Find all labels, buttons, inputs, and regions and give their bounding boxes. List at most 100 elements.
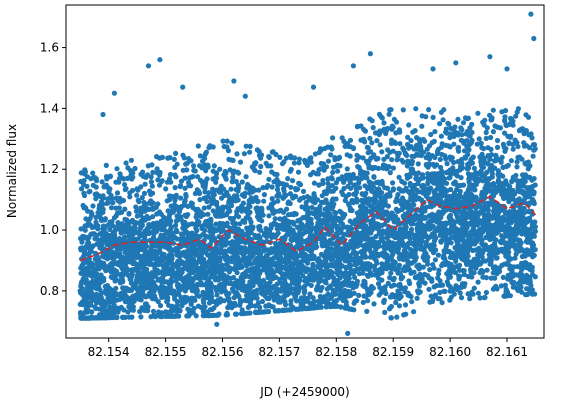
data-point	[350, 250, 356, 256]
data-point	[409, 299, 415, 305]
data-point	[274, 186, 281, 193]
data-point	[525, 166, 531, 172]
data-point	[81, 192, 88, 199]
data-point	[378, 114, 384, 120]
data-point	[452, 245, 458, 251]
data-point	[109, 234, 115, 240]
data-point	[206, 300, 213, 306]
data-point	[494, 144, 501, 150]
data-point	[311, 299, 317, 305]
data-point	[483, 234, 489, 241]
data-point	[517, 154, 523, 160]
data-point	[431, 265, 437, 271]
data-point	[464, 166, 470, 172]
data-point	[126, 314, 132, 320]
data-point	[503, 210, 509, 216]
data-point	[296, 180, 302, 186]
data-point	[209, 259, 215, 265]
data-point	[155, 201, 161, 207]
data-point	[288, 298, 294, 304]
data-point	[290, 195, 296, 201]
data-point	[195, 174, 201, 180]
data-point	[464, 138, 470, 144]
data-point	[379, 236, 385, 242]
data-point	[396, 127, 402, 133]
data-point	[442, 288, 448, 294]
data-point	[310, 269, 316, 275]
data-point	[346, 191, 352, 198]
data-point	[100, 253, 106, 259]
data-point	[330, 270, 336, 276]
data-point	[502, 117, 508, 123]
data-point	[101, 310, 107, 316]
data-point	[231, 283, 237, 289]
data-point	[508, 158, 514, 164]
data-point	[437, 289, 443, 296]
data-point	[132, 260, 138, 266]
data-point	[136, 199, 142, 205]
data-point	[519, 190, 526, 196]
data-point	[343, 252, 349, 258]
data-point	[94, 261, 100, 267]
data-point	[219, 207, 226, 213]
data-point	[143, 304, 149, 310]
data-point	[437, 296, 443, 302]
data-point	[102, 303, 108, 309]
data-point	[310, 295, 316, 301]
data-point	[175, 306, 181, 312]
data-point	[365, 298, 371, 304]
data-point	[317, 203, 323, 209]
data-point	[277, 180, 283, 187]
data-point	[256, 250, 262, 257]
data-point	[513, 251, 519, 257]
data-point	[372, 267, 378, 273]
data-point	[288, 260, 294, 266]
data-point	[186, 175, 193, 181]
data-point	[202, 227, 208, 233]
data-point	[221, 186, 227, 192]
data-point	[174, 302, 180, 308]
data-point	[384, 234, 390, 241]
data-point	[450, 264, 456, 270]
data-point	[85, 272, 91, 278]
data-point	[425, 171, 431, 177]
data-point	[322, 206, 328, 212]
data-point	[149, 286, 155, 292]
data-point	[86, 189, 92, 195]
data-point	[155, 177, 161, 183]
data-point	[422, 271, 428, 277]
data-point	[437, 278, 443, 284]
data-point	[501, 144, 507, 150]
data-point	[396, 174, 402, 180]
data-point	[242, 297, 248, 303]
data-point	[488, 117, 494, 123]
data-point	[207, 241, 213, 247]
data-point	[190, 205, 196, 211]
data-point	[116, 176, 122, 182]
data-point	[458, 295, 465, 301]
data-point	[210, 208, 216, 214]
data-point	[350, 171, 356, 178]
data-point	[149, 183, 155, 189]
data-point	[378, 198, 384, 204]
data-point	[402, 302, 409, 308]
data-point	[509, 179, 515, 185]
data-point	[134, 192, 140, 198]
data-point	[183, 191, 189, 198]
data-point	[272, 216, 278, 222]
data-point	[139, 305, 145, 311]
data-point	[135, 248, 141, 254]
data-point	[159, 178, 165, 184]
data-point	[475, 262, 481, 268]
data-point	[350, 285, 356, 291]
data-point	[283, 155, 290, 161]
data-point	[224, 292, 230, 298]
data-point	[172, 172, 178, 178]
data-point	[448, 250, 454, 256]
data-point	[156, 182, 163, 188]
data-point	[481, 189, 487, 196]
data-point	[254, 209, 260, 215]
data-point	[138, 184, 144, 190]
data-point	[460, 120, 467, 126]
